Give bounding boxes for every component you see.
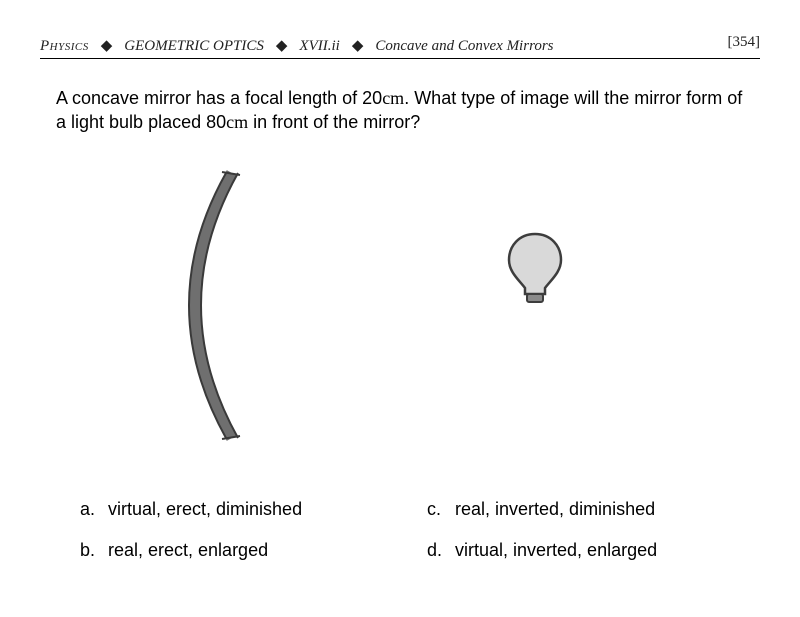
page-header: Physics ◆ GEOMETRIC OPTICS ◆ XVII.ii ◆ C… (40, 36, 760, 55)
answer-c[interactable]: c. real, inverted, diminished (427, 499, 744, 520)
answer-b-text: real, erect, enlarged (108, 540, 268, 561)
header-separator-3: ◆ (352, 36, 364, 55)
question-unit-1: cm (382, 88, 404, 108)
answer-a-text: virtual, erect, diminished (108, 499, 302, 520)
header-title: Concave and Convex Mirrors (375, 38, 553, 55)
header-separator-2: ◆ (276, 36, 288, 55)
header-subject: Physics (40, 38, 89, 55)
answer-b-letter: b. (80, 540, 108, 561)
mirror-icon (189, 172, 240, 439)
diagram (0, 155, 800, 455)
answer-d-text: virtual, inverted, enlarged (455, 540, 657, 561)
header-chapter: GEOMETRIC OPTICS (124, 38, 264, 55)
answer-b[interactable]: b. real, erect, enlarged (80, 540, 397, 561)
answer-a-letter: a. (80, 499, 108, 520)
question-unit-2: cm (226, 112, 248, 132)
answer-c-letter: c. (427, 499, 455, 520)
answer-d-letter: d. (427, 540, 455, 561)
answer-c-text: real, inverted, diminished (455, 499, 655, 520)
header-rule (40, 58, 760, 59)
answer-d[interactable]: d. virtual, inverted, enlarged (427, 540, 744, 561)
header-section: XVII.ii (299, 38, 339, 55)
question-part-3: in front of the mirror? (248, 112, 420, 132)
question-part-1: A concave mirror has a focal length of 2… (56, 88, 382, 108)
question-text: A concave mirror has a focal length of 2… (56, 86, 744, 135)
page-number: [354] (728, 34, 761, 51)
header-separator-1: ◆ (101, 36, 113, 55)
answer-a[interactable]: a. virtual, erect, diminished (80, 499, 397, 520)
answer-choices: a. virtual, erect, diminished c. real, i… (80, 499, 744, 561)
light-bulb-icon (509, 234, 561, 302)
